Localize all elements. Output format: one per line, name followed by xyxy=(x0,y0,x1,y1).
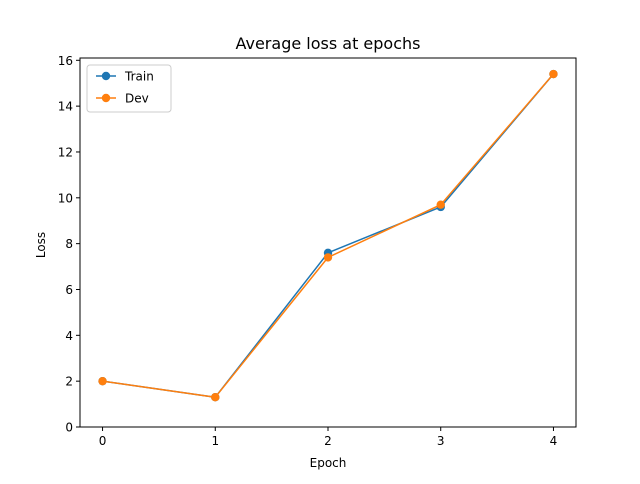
x-axis-label: Epoch xyxy=(310,456,347,470)
data-point-dev-4 xyxy=(549,69,558,79)
y-tick-label-1: 2 xyxy=(65,375,73,389)
x-tick-label-4: 4 xyxy=(550,434,558,448)
y-tick-label-6: 12 xyxy=(58,145,73,159)
legend-label-train: Train xyxy=(124,70,154,84)
data-point-dev-2 xyxy=(323,253,333,262)
chart-title: Average loss at epochs xyxy=(235,34,420,53)
legend: Train Dev xyxy=(86,64,172,113)
data-point-dev-1 xyxy=(211,393,220,402)
legend-label-dev: Dev xyxy=(125,92,149,106)
x-tick-label-2: 2 xyxy=(324,434,332,448)
y-tick-label-4: 8 xyxy=(65,237,73,251)
y-tick-label-7: 14 xyxy=(58,100,73,114)
x-tick-label-1: 1 xyxy=(211,434,219,448)
y-tick-label-0: 0 xyxy=(65,421,73,435)
x-tick-label-3: 3 xyxy=(437,434,445,448)
y-tick-label-5: 10 xyxy=(58,191,73,205)
legend-marker-dev xyxy=(101,93,111,103)
y-tick-label-3: 6 xyxy=(65,283,73,297)
y-tick-label-2: 4 xyxy=(65,329,73,343)
data-point-dev-0 xyxy=(98,376,107,386)
legend-marker-train xyxy=(101,71,111,81)
x-tick-label-0: 0 xyxy=(99,434,107,448)
data-point-dev-3 xyxy=(436,200,445,209)
y-axis-label: Loss xyxy=(34,232,48,258)
y-tick-label-8: 16 xyxy=(58,54,73,68)
